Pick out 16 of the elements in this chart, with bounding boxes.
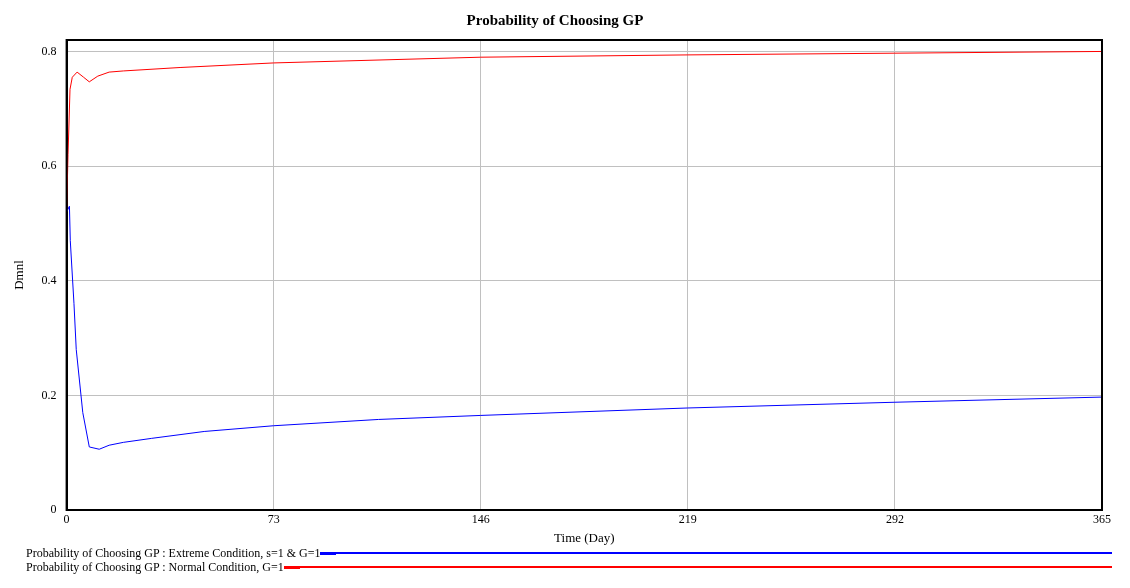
x-tick-label: 73 bbox=[267, 512, 280, 527]
x-tick-label: 0 bbox=[63, 512, 70, 527]
x-tick-label: 219 bbox=[678, 512, 697, 527]
legend-label: Probability of Choosing GP : Normal Condition, G=1 bbox=[26, 559, 284, 575]
y-axis-title: Dmnl bbox=[11, 259, 27, 290]
y-tick-label: 0.2 bbox=[41, 387, 57, 402]
legend-label: Probability of Choosing GP : Extreme Condition, s=1 & G=1 bbox=[26, 545, 321, 561]
x-tick-label: 292 bbox=[885, 512, 904, 527]
y-tick-label: 0.4 bbox=[41, 272, 57, 287]
y-tick-label: 0.6 bbox=[41, 158, 57, 173]
chart-title: Probability of Choosing GP bbox=[466, 11, 644, 28]
x-axis-title: Time (Day) bbox=[554, 529, 615, 545]
y-tick-label: 0.8 bbox=[41, 43, 57, 58]
x-tick-label: 365 bbox=[1093, 512, 1111, 527]
x-tick-label: 146 bbox=[471, 512, 490, 527]
y-tick-label: 0 bbox=[50, 502, 57, 517]
